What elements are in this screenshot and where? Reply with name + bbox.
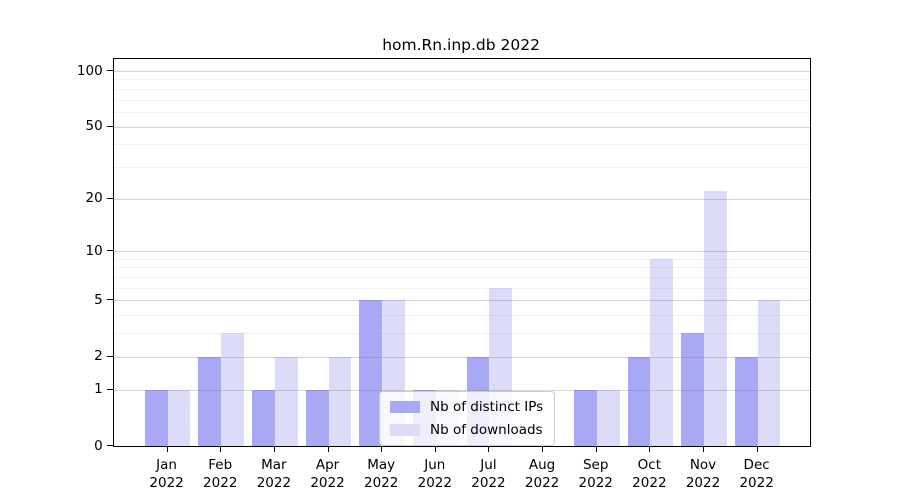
y-tick-label: 50 <box>85 118 103 135</box>
legend-item-downloads: Nb of downloads <box>390 422 543 438</box>
bar-distinct-ips-jan <box>144 389 168 446</box>
x-tick-mark <box>703 446 704 452</box>
y-tick-mark <box>106 125 113 127</box>
x-tick-mark <box>756 446 758 452</box>
y-tick-mark <box>106 197 113 199</box>
y-tick-label: 10 <box>85 242 103 259</box>
legend-label: Nb of distinct IPs <box>430 399 544 415</box>
y-tick-label: 1 <box>94 381 103 398</box>
bar-distinct-ips-nov <box>681 333 704 446</box>
x-tick-label-apr: Apr 2022 <box>310 457 345 492</box>
bar-distinct-ips-mar <box>252 389 275 446</box>
x-tick-label-may: May 2022 <box>363 457 399 492</box>
y-tick-label: 0 <box>94 437 103 454</box>
x-tick-mark <box>434 446 436 452</box>
x-tick-mark <box>381 446 383 452</box>
legend-swatch-distinct-ips <box>390 401 420 413</box>
y-tick-mark <box>106 70 113 71</box>
bar-downloads-feb <box>221 333 245 446</box>
x-tick-mark <box>595 446 597 452</box>
y-tick-mark <box>106 388 113 390</box>
x-tick-label-jun: Jun 2022 <box>417 457 452 492</box>
bar-downloads-apr <box>328 356 352 446</box>
y-tick-label: 100 <box>76 62 103 79</box>
x-tick-label-sep: Sep 2022 <box>578 457 613 492</box>
x-tick-label-oct: Oct 2022 <box>632 457 667 492</box>
minor-gridline <box>113 88 811 90</box>
y-tick-mark <box>106 355 113 357</box>
legend-item-distinct-ips: Nb of distinct IPs <box>390 399 543 415</box>
minor-gridline <box>113 99 811 101</box>
bar-downloads-sep <box>596 389 620 446</box>
bar-distinct-ips-sep <box>573 389 597 446</box>
bar-downloads-oct <box>650 258 674 446</box>
bar-downloads-jan <box>167 389 191 446</box>
x-tick-mark <box>488 446 490 452</box>
x-tick-mark <box>166 446 168 452</box>
legend-swatch-downloads <box>390 424 420 436</box>
y-tick-label: 2 <box>94 348 103 365</box>
x-tick-mark <box>327 446 329 452</box>
x-tick-label-jul: Jul 2022 <box>471 457 506 492</box>
minor-gridline <box>113 166 811 168</box>
bar-downloads-mar <box>274 356 298 446</box>
minor-gridline <box>113 144 811 146</box>
x-tick-label-feb: Feb 2022 <box>203 457 238 492</box>
x-tick-label-dec: Dec 2022 <box>739 457 774 492</box>
bar-distinct-ips-oct <box>627 356 651 446</box>
y-tick-mark <box>106 445 113 446</box>
legend-label: Nb of downloads <box>430 422 543 438</box>
x-tick-mark <box>273 446 275 452</box>
x-tick-label-nov: Nov 2022 <box>685 457 721 492</box>
major-gridline <box>113 71 811 72</box>
x-tick-mark <box>649 446 651 452</box>
y-tick-mark <box>106 250 113 252</box>
bar-downloads-dec <box>757 300 781 446</box>
x-tick-mark <box>542 446 544 452</box>
minor-gridline <box>113 79 811 81</box>
bar-distinct-ips-may <box>359 300 383 446</box>
plot-area <box>112 58 812 447</box>
y-tick-mark <box>106 299 113 301</box>
x-tick-label-mar: Mar 2022 <box>256 457 292 492</box>
major-gridline <box>113 126 811 128</box>
y-tick-label: 5 <box>94 291 103 308</box>
bar-distinct-ips-apr <box>305 389 329 446</box>
minor-gridline <box>113 111 811 113</box>
y-tick-label: 20 <box>85 190 103 207</box>
bar-distinct-ips-dec <box>734 356 758 446</box>
x-tick-mark <box>220 446 222 452</box>
bar-downloads-nov <box>703 191 727 446</box>
bar-distinct-ips-feb <box>198 356 222 446</box>
chart-title: hom.Rn.inp.db 2022 <box>382 36 540 54</box>
x-tick-label-aug: Aug 2022 <box>524 457 560 492</box>
legend: Nb of distinct IPs Nb of downloads <box>379 391 556 446</box>
x-tick-label-jan: Jan 2022 <box>149 457 184 492</box>
